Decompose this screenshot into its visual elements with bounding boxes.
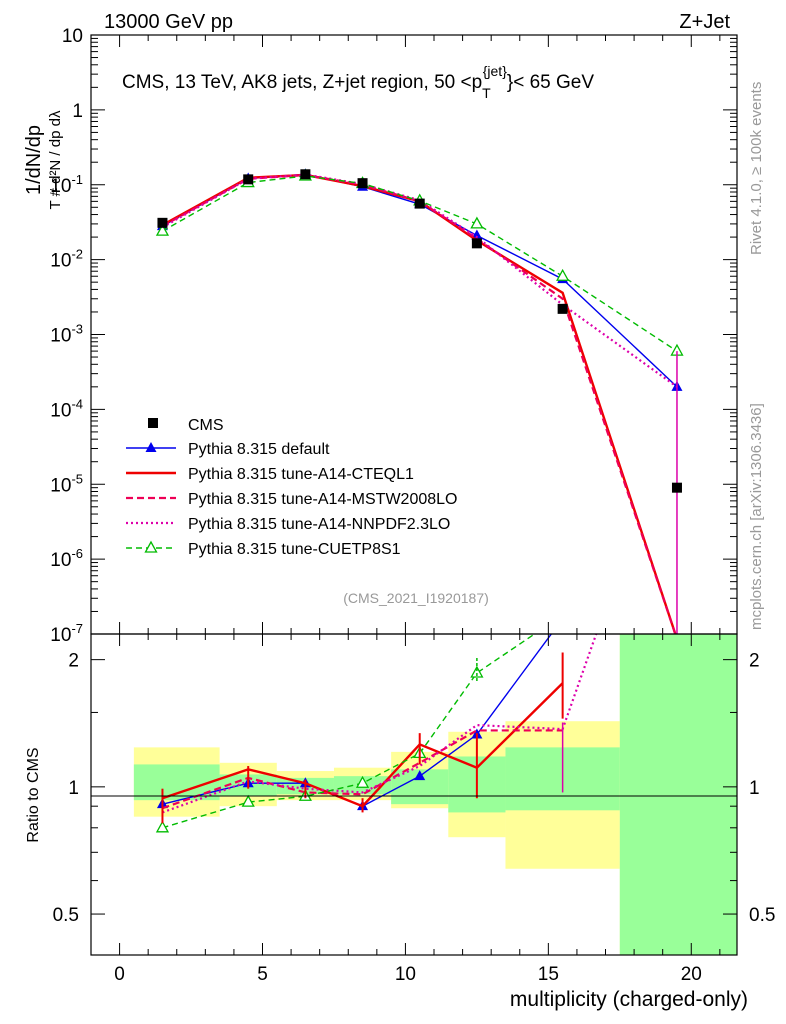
title-tail: }< 65 GeV (507, 72, 594, 93)
rivet-label: Rivet 4.1.0, ≥ 100k events (748, 82, 765, 255)
series-point (470, 216, 484, 229)
y-tick-label: 10-2 (50, 247, 83, 272)
y-axis-label: 1/dN/dp T # d²N / dp dλ (23, 110, 64, 209)
legend-label: Pythia 8.315 tune-A14-MSTW2008LO (188, 491, 457, 508)
top-series (155, 168, 684, 634)
y-tick-label: 10-7 (50, 621, 83, 646)
y-tick-label: 10-6 (50, 546, 83, 571)
data-point (300, 169, 311, 180)
chart-title: CMS, 13 TeV, AK8 jets, Z+jet region, 50 … (122, 63, 594, 101)
ratio-point (414, 770, 426, 781)
header-left: 13000 GeV pp (104, 11, 233, 33)
series-point (471, 229, 483, 240)
data-point (557, 303, 568, 314)
series-point (556, 268, 570, 281)
legend-label: Pythia 8.315 tune-A14-NNPDF2.3LO (188, 516, 450, 533)
legend-marker (144, 540, 158, 553)
data-point (157, 217, 168, 228)
y-tick-label: 10 (62, 26, 83, 47)
ratio-ylabel: Ratio to CMS (25, 747, 42, 842)
series-line (162, 175, 678, 352)
axes: 0 5 10 15 20 10-7 10-6 10-5 10-4 10-3 10-2 10-1 1 10 0… (50, 26, 775, 985)
header-right: Z+Jet (679, 11, 730, 33)
series-line (161, 173, 677, 634)
y-tick-label: 10-4 (50, 396, 83, 421)
ratio-line (162, 634, 598, 814)
series-point (155, 223, 170, 236)
legend: CMS Pythia 8.315 default Pythia 8.315 tune… (126, 417, 457, 558)
x-axis-label: multiplicity (charged-only) (510, 988, 748, 1011)
data-point (243, 174, 254, 185)
data-point (357, 178, 368, 189)
x-tick-label: 15 (538, 964, 559, 985)
legend-label: Pythia 8.315 tune-A14-CTEQL1 (188, 466, 414, 483)
analysis-id: (CMS_2021_I1920187) (343, 590, 489, 606)
y-tick-label: 10-3 (50, 322, 83, 347)
series-line (161, 173, 677, 634)
y-tick-label: 10-5 (50, 471, 83, 496)
band-green (619, 634, 737, 955)
ratio-point (470, 665, 484, 678)
title-main: CMS, 13 TeV, AK8 jets, Z+jet region, 50 … (122, 72, 482, 93)
y-tick-label: 10-1 (50, 172, 83, 197)
ratio-tick-label: 1 (68, 778, 79, 799)
title-sub: T (482, 85, 491, 101)
ratio-point (557, 613, 568, 623)
legend-label: Pythia 8.315 default (188, 441, 330, 458)
ratio-tick-label: 0.5 (749, 905, 775, 926)
ratio-series (155, 609, 598, 833)
ratio-bands (133, 634, 737, 955)
legend-marker (145, 442, 157, 452)
ratio-tick-label: 2 (68, 651, 79, 672)
ratio-point (355, 775, 370, 788)
x-tick-label: 20 (681, 964, 702, 985)
x-tick-label: 10 (395, 964, 416, 985)
y-tick-label: 1 (72, 101, 83, 122)
ratio-frame (90, 633, 738, 956)
x-tick-label: 5 (257, 964, 268, 985)
legend-marker-cms (148, 418, 158, 428)
legend-label-cms: CMS (188, 417, 224, 434)
ratio-tick-label: 0.5 (53, 905, 79, 926)
title-sup: {jet} (483, 63, 507, 79)
ratio-point (155, 820, 170, 833)
ratio-tick-label: 1 (749, 778, 760, 799)
data-point (471, 238, 482, 249)
svg-text:T # d²N / dp dλ: T # d²N / dp dλ (47, 110, 64, 209)
svg-text:1/dN/dp: 1/dN/dp (23, 125, 45, 195)
data-point (671, 482, 682, 493)
legend-label: Pythia 8.315 tune-CUETP8S1 (188, 541, 401, 558)
ratio-point (557, 609, 568, 619)
data-point (414, 198, 425, 209)
x-tick-label: 0 (114, 964, 125, 985)
ratio-tick-label: 2 (749, 651, 760, 672)
ratio-point (241, 794, 255, 807)
mcplots-label: mcplots.cern.ch [arXiv:1306.3436] (748, 403, 765, 630)
